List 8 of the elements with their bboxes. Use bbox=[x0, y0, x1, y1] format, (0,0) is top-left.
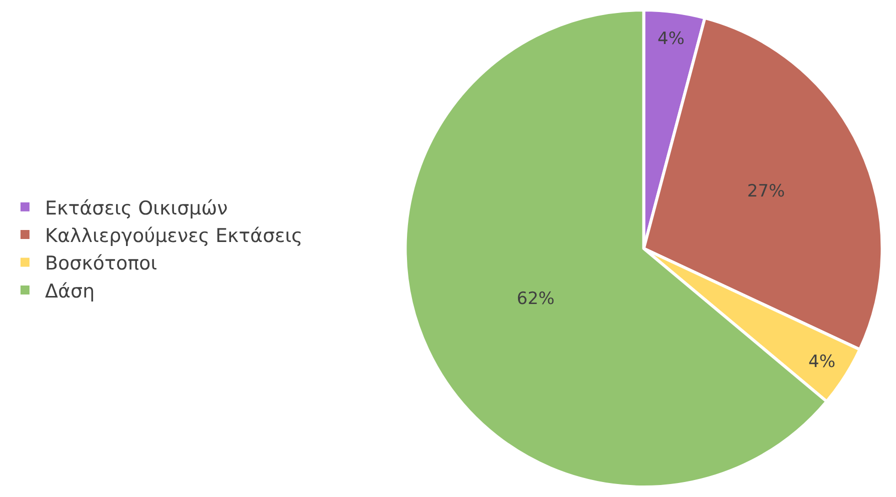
data-label: 62% bbox=[516, 288, 555, 309]
legend-label: Βοσκότοποι bbox=[45, 252, 158, 275]
data-label: 27% bbox=[747, 181, 785, 202]
data-label: 4% bbox=[808, 352, 836, 372]
legend-label: Εκτάσεις Οικισμών bbox=[45, 197, 228, 220]
data-label: 4% bbox=[658, 29, 685, 50]
legend-label: Δάση bbox=[45, 280, 95, 302]
legend-label: Καλλιεργούμενες Εκτάσεις bbox=[45, 224, 303, 247]
